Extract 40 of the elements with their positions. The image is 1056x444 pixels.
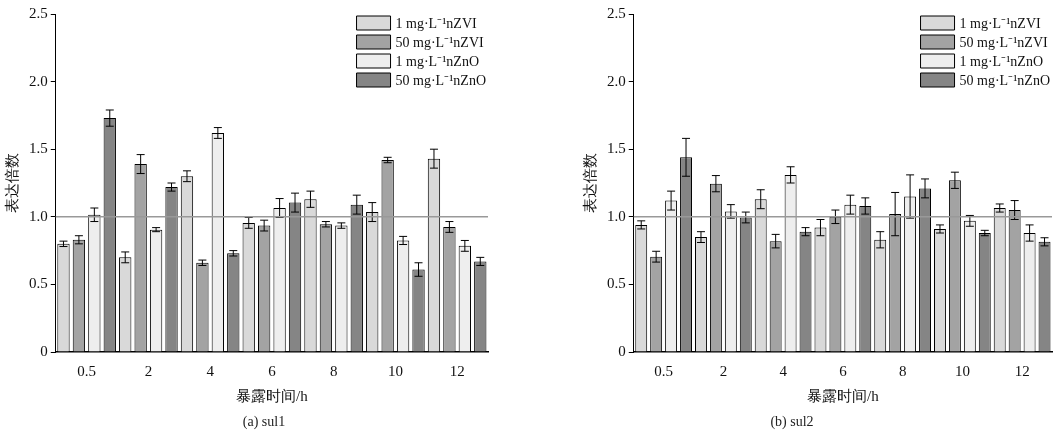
y-tick-label: 0.5 [607, 275, 626, 292]
y-tick-label: 2.5 [607, 4, 626, 21]
x-tick-label: 2 [719, 362, 728, 379]
text: (b) sul2 [769, 414, 815, 430]
legend-label: 50 mg·L⁻¹nZnO [959, 72, 1051, 88]
x-tick-label: 4 [206, 362, 215, 379]
x-tick-label: 0.5 [654, 362, 673, 379]
legend-label: 1 mg·L⁻¹nZVI [395, 15, 477, 31]
y-tick-label: 1.5 [607, 140, 626, 157]
x-tick-label: 6 [268, 362, 277, 379]
y-tick-label: 1.0 [29, 207, 48, 224]
x-tick-label: 4 [779, 362, 788, 379]
x-tick-label: 12 [1014, 362, 1030, 379]
y-axis-title: 表达倍数 [3, 153, 20, 213]
x-tick-label: 2 [144, 362, 153, 379]
y-tick-label: 2.5 [29, 4, 48, 21]
y-tick-label: 1.5 [29, 140, 48, 157]
x-axis-title: 暴露时间/h [236, 387, 309, 404]
y-tick-label: 0 [618, 342, 626, 359]
x-tick-label: 8 [898, 362, 907, 379]
x-tick-label: 0.5 [77, 362, 96, 379]
x-tick-label: 8 [329, 362, 338, 379]
x-axis-title: 暴露时间/h [807, 387, 880, 404]
legend-label: 1 mg·L⁻¹nZnO [395, 53, 480, 69]
y-tick-label: 0 [40, 342, 48, 359]
y-axis-title: 表达倍数 [581, 153, 598, 213]
y-tick-label: 2.0 [607, 72, 626, 89]
y-tick-label: 0.5 [29, 275, 48, 292]
x-tick-label: 10 [954, 362, 970, 379]
y-tick-label: 2.0 [29, 72, 48, 89]
legend-label: 50 mg·L⁻¹nZVI [959, 34, 1048, 50]
legend-label: 50 mg·L⁻¹nZVI [395, 34, 484, 50]
x-tick-label: 6 [839, 362, 848, 379]
x-tick-label: 10 [387, 362, 403, 379]
legend-label: 50 mg·L⁻¹nZnO [395, 72, 487, 88]
y-tick-label: 1.0 [607, 207, 626, 224]
x-tick-label: 12 [449, 362, 465, 379]
text: (a) sul1 [241, 414, 287, 430]
legend-label: 1 mg·L⁻¹nZVI [959, 15, 1041, 31]
legend-label: 1 mg·L⁻¹nZnO [959, 53, 1044, 69]
